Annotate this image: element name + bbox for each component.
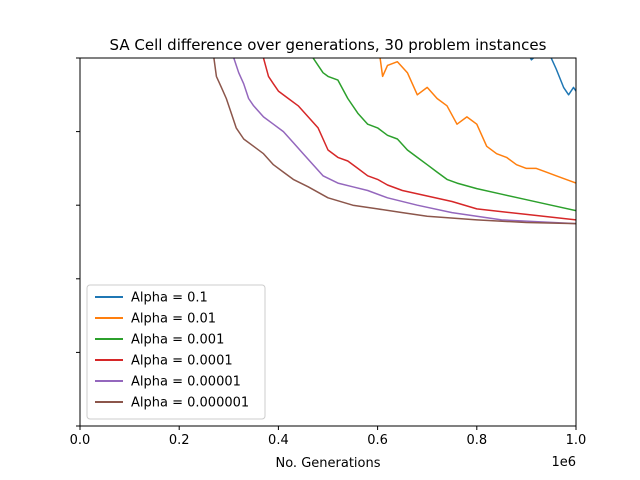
plot-frame — [79, 57, 577, 427]
legend-label: Alpha = 0.01 — [131, 312, 216, 327]
x-offset-text: 1e6 — [551, 455, 576, 470]
series-line-6 — [213, 58, 576, 225]
y-axis — [76, 57, 80, 427]
legend-box — [86, 284, 266, 420]
x-tick-label: 0.8 — [466, 433, 487, 448]
legend-label: Alpha = 0.001 — [131, 333, 224, 348]
x-tick-label: 1.0 — [566, 433, 587, 448]
series-line-4 — [262, 58, 576, 221]
legend-label: Alpha = 0.00001 — [131, 375, 241, 390]
series-line-1 — [529, 58, 576, 96]
series-line-2 — [379, 58, 576, 184]
x-tick-label: 0.4 — [268, 433, 289, 448]
legend: Alpha = 0.1 Alpha = 0.01 Alpha = 0.001 Alph… — [86, 284, 266, 420]
x-tick-label: 0.6 — [367, 433, 388, 448]
x-tick-label: 0.0 — [70, 433, 91, 448]
legend-label: Alpha = 0.000001 — [131, 396, 249, 411]
series-line-3 — [312, 58, 576, 212]
x-tick-label: 0.2 — [169, 433, 190, 448]
x-axis-label: No. Generations — [275, 456, 380, 471]
legend-label: Alpha = 0.0001 — [131, 354, 233, 369]
series-line-5 — [233, 58, 576, 225]
chart-title: SA Cell difference over generations, 30 … — [110, 36, 547, 54]
legend-label: Alpha = 0.1 — [131, 291, 208, 306]
series-layer — [213, 58, 576, 225]
x-axis: 0.0 0.2 0.4 0.6 0.8 1.0 — [70, 426, 587, 448]
